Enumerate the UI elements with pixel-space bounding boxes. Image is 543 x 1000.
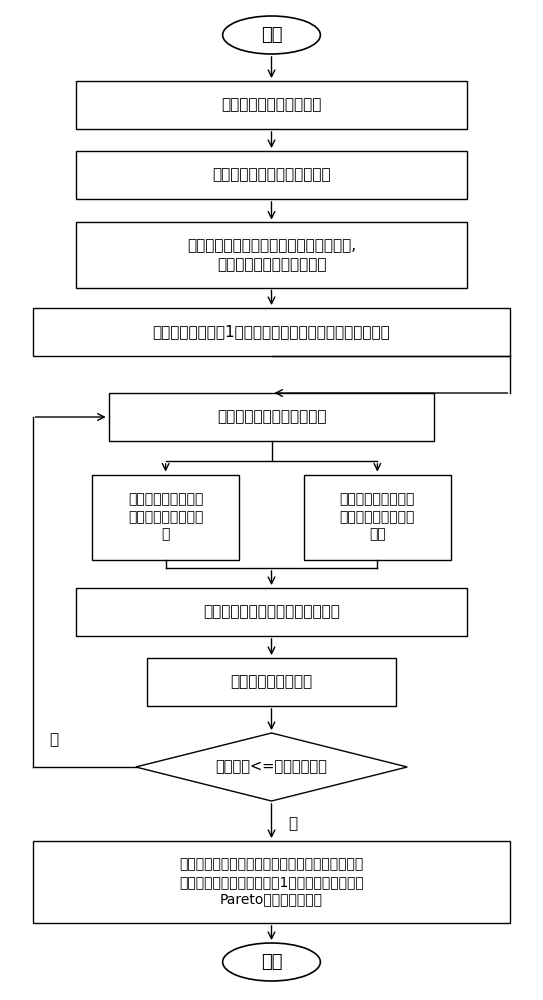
FancyBboxPatch shape [33, 308, 510, 356]
Text: 量子萤火虫的学习邻
域为空的量子位置演
进: 量子萤火虫的学习邻 域为空的量子位置演 进 [128, 493, 203, 541]
FancyBboxPatch shape [304, 475, 451, 560]
FancyBboxPatch shape [92, 475, 239, 560]
Ellipse shape [223, 16, 320, 54]
Text: 结束: 结束 [261, 953, 282, 971]
FancyBboxPatch shape [147, 658, 396, 706]
FancyBboxPatch shape [33, 841, 510, 923]
Text: 更新量子萤火虫的量子位置: 更新量子萤火虫的量子位置 [217, 410, 326, 424]
FancyBboxPatch shape [76, 151, 467, 199]
Text: 否: 否 [289, 816, 298, 831]
Ellipse shape [223, 943, 320, 981]
FancyBboxPatch shape [109, 393, 434, 441]
Text: 量子萤火虫的学习邻
域为非空的量子位置
演进: 量子萤火虫的学习邻 域为非空的量子位置 演进 [340, 493, 415, 541]
FancyBboxPatch shape [76, 222, 467, 288]
Text: 对量子萤火虫的量子位置进行适应度评价,
并进行非支配量子位置排序: 对量子萤火虫的量子位置进行适应度评价, 并进行非支配量子位置排序 [187, 238, 356, 272]
Polygon shape [136, 733, 407, 801]
Text: 更新量子萤火虫的动态决策域半径: 更新量子萤火虫的动态决策域半径 [203, 604, 340, 619]
Text: 开始: 开始 [261, 26, 282, 44]
Text: 进化代数<=最大进化代数: 进化代数<=最大进化代数 [216, 760, 327, 774]
Text: 选择非支配等级为1的非支配量子位置加入精英量子位置集: 选择非支配等级为1的非支配量子位置加入精英量子位置集 [153, 324, 390, 340]
Text: 对精英量子位置集中的量子位置进行非支配量子位
置排序，选择非支配等级为1的量子位置为最终的
Pareto前端量子位置集: 对精英量子位置集中的量子位置进行非支配量子位 置排序，选择非支配等级为1的量子位… [179, 858, 364, 906]
FancyBboxPatch shape [76, 81, 467, 129]
Text: 初始化量子萤火虫的量子位置: 初始化量子萤火虫的量子位置 [212, 167, 331, 182]
Text: 更新精英量子位置集: 更新精英量子位置集 [230, 674, 313, 690]
Text: 建立多目标频谱感知模型: 建立多目标频谱感知模型 [222, 98, 321, 112]
Text: 是: 是 [50, 732, 59, 747]
FancyBboxPatch shape [76, 588, 467, 636]
